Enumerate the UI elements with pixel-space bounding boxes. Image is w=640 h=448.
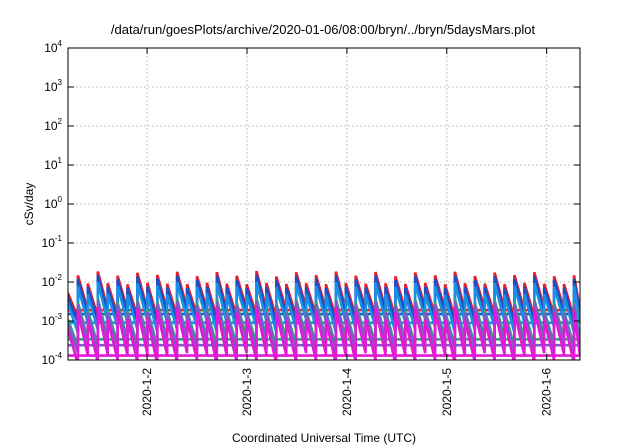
- x-tick-label: 2020-1-3: [240, 368, 254, 416]
- y-tick-label: 103: [44, 78, 62, 94]
- y-tick-label: 101: [44, 156, 62, 172]
- y-tick-label: 10-4: [42, 351, 63, 367]
- x-axis-label: Coordinated Universal Time (UTC): [232, 431, 416, 445]
- x-tick-label: 2020-1-5: [440, 368, 454, 416]
- y-tick-label: 10-3: [42, 312, 63, 328]
- y-axis-label: cSv/day: [22, 183, 36, 226]
- x-tick-label: 2020-1-2: [140, 368, 154, 416]
- series-line-6: [68, 306, 580, 360]
- y-tick-label: 100: [44, 195, 62, 211]
- x-tick-label: 2020-1-6: [540, 368, 554, 416]
- y-tick-label: 10-2: [42, 273, 63, 289]
- chart-title: /data/run/goesPlots/archive/2020-01-06/0…: [111, 22, 536, 37]
- y-tick-label: 10-1: [42, 234, 63, 250]
- y-tick-label: 102: [44, 117, 62, 133]
- series-layer: [68, 270, 580, 360]
- x-tick-label: 2020-1-4: [340, 368, 354, 416]
- x-tick-labels: 2020-1-2 2020-1-3 2020-1-4 2020-1-5 2020-1-6: [140, 368, 554, 416]
- y-tick-labels: 10-4 10-3 10-2 10-1 100 101 102 103 104: [42, 39, 63, 367]
- axis-ticks: [68, 47, 580, 361]
- y-tick-label: 104: [44, 39, 62, 55]
